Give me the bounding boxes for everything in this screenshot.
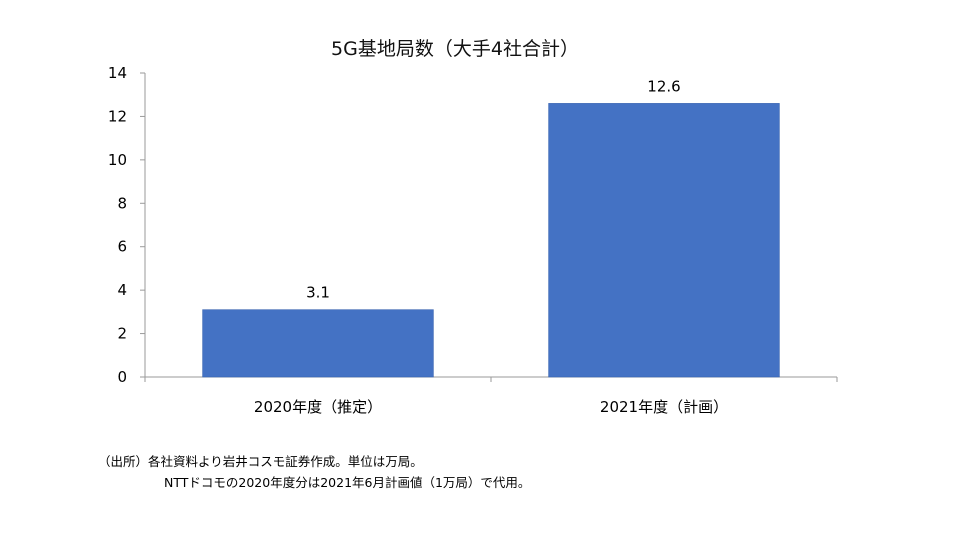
x-category-label: 2021年度（計画） — [600, 398, 728, 416]
data-label: 3.1 — [306, 284, 330, 302]
y-tick-label: 6 — [117, 238, 127, 256]
y-tick-label: 8 — [117, 194, 127, 212]
chart-bars — [202, 103, 780, 378]
source-note: （出所）各社資料より岩井コスモ証券作成。単位は万局。 NTTドコモの2020年度… — [98, 451, 918, 493]
bar — [548, 103, 780, 378]
bar — [202, 309, 434, 378]
chart-title: 5G基地局数（大手4社合計） — [331, 38, 579, 60]
bar-chart: 5G基地局数（大手4社合計） 0 2 4 6 8 10 12 14 3.1 2020年度（推定）… — [108, 38, 838, 416]
y-tick-label: 4 — [117, 281, 127, 299]
y-tick-label: 2 — [117, 325, 127, 343]
source-note-line-1: （出所）各社資料より岩井コスモ証券作成。単位は万局。 — [98, 454, 423, 469]
source-note-line-2: NTTドコモの2020年度分は2021年6月計画値（1万局）で代用。 — [164, 475, 531, 490]
x-category-label: 2020年度（推定） — [254, 398, 382, 416]
y-tick-label: 12 — [108, 107, 127, 125]
y-tick-label: 14 — [108, 64, 127, 82]
data-label: 12.6 — [647, 77, 680, 95]
y-tick-label: 10 — [108, 151, 127, 169]
y-tick-label: 0 — [117, 368, 127, 386]
chart-labels: 3.1 2020年度（推定） 12.6 2021年度（計画） — [254, 77, 728, 416]
